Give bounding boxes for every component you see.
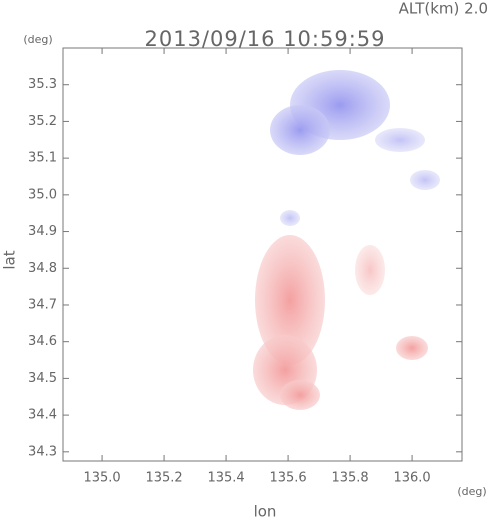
x-tick-label: 135.8 — [331, 471, 368, 486]
y-tick-label: 34.4 — [28, 408, 57, 423]
y-tick-label: 35.2 — [28, 114, 57, 129]
y-tick-label: 35.3 — [28, 77, 57, 92]
y-unit: (deg) — [23, 33, 52, 46]
y-tick-label: 35.0 — [28, 187, 57, 202]
x-tick-label: 135.0 — [83, 471, 120, 486]
y-tick-label: 34.8 — [28, 261, 57, 276]
y-axis-label: lat — [1, 250, 19, 269]
y-tick-label: 34.6 — [28, 334, 57, 349]
y-tick-label: 34.7 — [28, 297, 57, 312]
y-tick-label: 35.1 — [28, 151, 57, 166]
x-unit: (deg) — [457, 485, 486, 498]
chart-title: 2013/09/16 10:59:59 — [144, 27, 385, 51]
annotation: ALT(km) 2.0 — [399, 0, 488, 18]
y-tick-label: 34.5 — [28, 371, 57, 386]
x-tick-label: 136.0 — [393, 471, 430, 486]
x-tick-label: 135.6 — [269, 471, 306, 486]
x-tick-label: 135.2 — [145, 471, 182, 486]
y-tick-label: 34.3 — [28, 444, 57, 459]
radar-echo — [253, 70, 440, 410]
x-tick-label: 135.4 — [207, 471, 244, 486]
plot-frame — [62, 47, 463, 462]
x-axis-label: lon — [254, 503, 277, 521]
y-tick-label: 34.9 — [28, 224, 57, 239]
